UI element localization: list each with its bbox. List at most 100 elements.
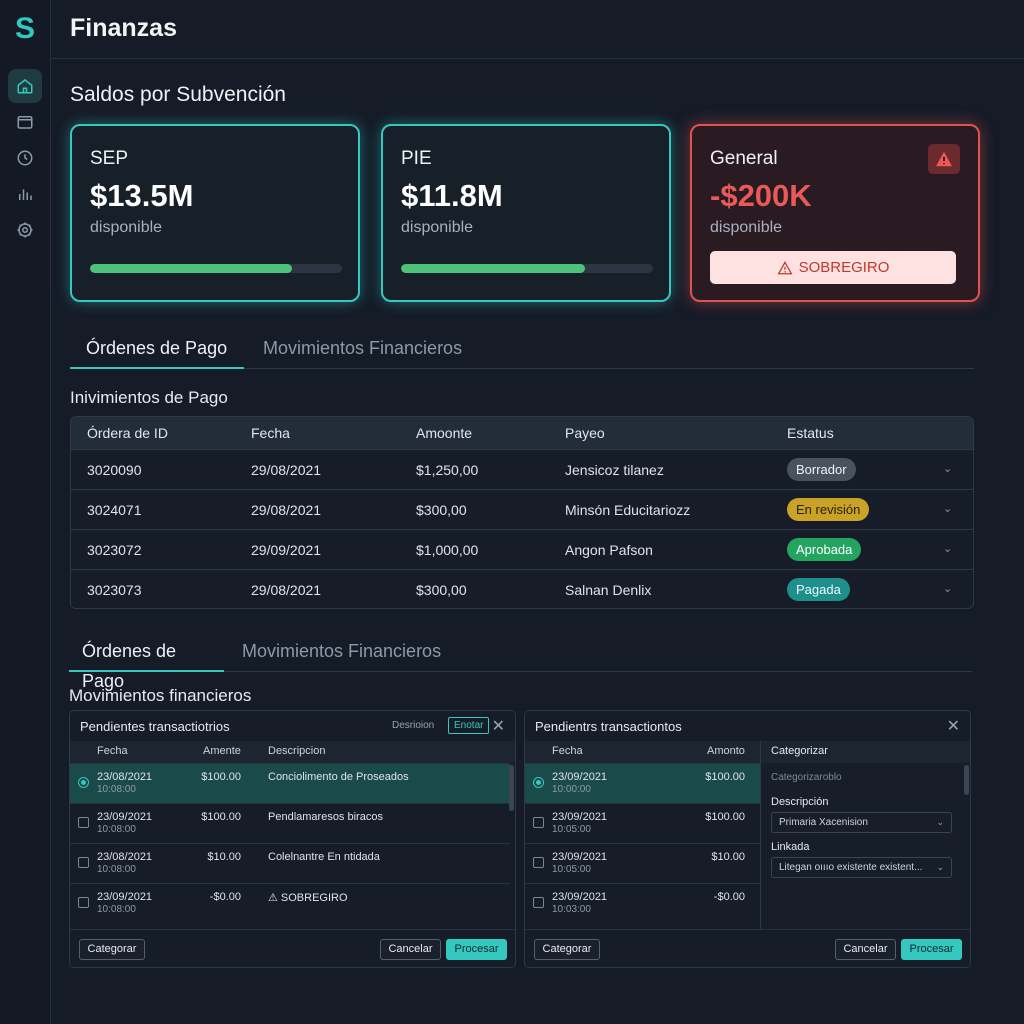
chevron-down-icon[interactable]: ⌄	[943, 463, 953, 475]
balance-card-general[interactable]: General -$200K disponible SOBREGIRO	[690, 124, 980, 302]
tx-amount: $100.00	[201, 771, 241, 783]
nav-wallet[interactable]	[8, 105, 42, 139]
warning-icon	[928, 144, 960, 174]
description-label: Descripción	[771, 796, 829, 808]
form-header: Categorizar	[761, 741, 970, 763]
panel-title: Pendientes transactiotrios	[80, 719, 230, 734]
row-checkbox[interactable]	[78, 857, 89, 868]
status-badge: Aprobada	[787, 538, 862, 561]
tx-date: 23/08/2021	[97, 771, 153, 783]
column-header[interactable]: Órdera de ID	[87, 425, 168, 441]
table-row[interactable]: 3023072 29/09/2021 $1,000,00 Angon Pafso…	[71, 529, 973, 569]
categorize-form: Categorizar Categorizaroblo Descripción …	[760, 741, 970, 929]
tabs-movements: Órdenes de Pago Movimientos Financieros	[69, 636, 972, 691]
nav-settings[interactable]	[8, 213, 42, 247]
tx-time: 10:05:00	[552, 824, 591, 835]
orders-table: Órdera de ID Fecha Amoonte Payeo Estatus…	[70, 416, 974, 609]
tx-time: 10:08:00	[97, 864, 136, 875]
chevron-down-icon[interactable]: ⌄	[943, 583, 953, 595]
tab-financial-movements[interactable]: Movimientos Financieros	[242, 641, 442, 661]
order-payee: Jensicoz tilanez	[565, 462, 664, 478]
transaction-row[interactable]: 23/09/2021 10:03:00 -$0.00	[525, 883, 760, 923]
table-row[interactable]: 3023073 29/08/2021 $300,00 Salnan Denlix…	[71, 569, 973, 608]
orders-title: Inivimientos de Pago	[70, 388, 228, 407]
row-checkbox[interactable]	[533, 857, 544, 868]
panel-footer: Categorar Cancelar Procesar	[70, 929, 515, 967]
nav-reports[interactable]	[8, 177, 42, 211]
transaction-row[interactable]: 23/09/2021 10:00:00 $100.00	[525, 763, 760, 803]
top-header: Finanzas	[51, 0, 1024, 59]
balance-card-sep[interactable]: SEP $13.5M disponible	[70, 124, 360, 302]
transaction-row[interactable]: 23/08/2021 10:08:00 $10.00 Colelnantre E…	[70, 843, 510, 883]
cancel-button[interactable]: Cancelar	[835, 939, 896, 960]
tx-time: 10:05:00	[552, 864, 591, 875]
card-subtitle: disponible	[401, 219, 474, 236]
tx-date: 23/09/2021	[97, 891, 153, 903]
gear-icon	[17, 222, 33, 238]
card-subtitle: disponible	[710, 219, 783, 236]
panel-header: Pendientes transactiotrios Desrioion Eno…	[70, 711, 515, 741]
tab-payment-orders[interactable]: Órdenes de Pago	[69, 636, 224, 691]
transaction-row[interactable]: 23/09/2021 10:08:00 -$0.00 ⚠ SOBREGIRO	[70, 883, 510, 923]
tabs-orders: Órdenes de Pago Movimientos Financieros	[70, 333, 974, 369]
link-select[interactable]: Litegan oıııo existente existent... ⌄	[771, 857, 952, 878]
categorize-button[interactable]: Categorar	[79, 939, 145, 960]
card-name: SEP	[90, 148, 129, 169]
column-header[interactable]: Amente	[203, 745, 241, 757]
chevron-down-icon[interactable]: ⌄	[943, 503, 953, 515]
table-header: Fecha Amonto	[525, 741, 760, 763]
balance-card-pie[interactable]: PIE $11.8M disponible	[381, 124, 671, 302]
tx-description: ⚠ SOBREGIRO	[268, 892, 348, 904]
row-checkbox[interactable]	[78, 897, 89, 908]
table-row[interactable]: 3024071 29/08/2021 $300,00 Minsón Educit…	[71, 489, 973, 529]
tx-amount: -$0.00	[713, 891, 745, 903]
scrollbar[interactable]	[964, 765, 969, 795]
card-subtitle: disponible	[90, 219, 163, 236]
row-checkbox[interactable]	[533, 817, 544, 828]
scrollbar[interactable]	[509, 765, 514, 811]
page-title: Finanzas	[70, 14, 177, 42]
category-field[interactable]: Categorizaroblo	[771, 772, 842, 783]
column-header[interactable]: Estatus	[787, 425, 834, 441]
link-value: Litegan oıııo existente existent...	[779, 862, 923, 873]
tx-date: 23/09/2021	[552, 811, 608, 823]
progress-bar	[90, 264, 342, 273]
panel-title: Pendientrs transactiontos	[535, 719, 682, 734]
tx-date: 23/09/2021	[552, 851, 608, 863]
process-button[interactable]: Procesar	[901, 939, 962, 960]
row-radio[interactable]	[533, 777, 544, 788]
transaction-row[interactable]: 23/09/2021 10:05:00 $10.00	[525, 843, 760, 883]
column-header[interactable]: Fecha	[552, 745, 583, 757]
row-radio[interactable]	[78, 777, 89, 788]
cancel-button[interactable]: Cancelar	[380, 939, 441, 960]
row-checkbox[interactable]	[78, 817, 89, 828]
movements-title: Movimientos financieros	[69, 686, 252, 705]
transaction-row[interactable]: 23/09/2021 10:08:00 $100.00 Pendlamareso…	[70, 803, 510, 843]
status-badge: En revisión	[787, 498, 870, 521]
chevron-down-icon[interactable]: ⌄	[943, 543, 953, 555]
tab-financial-movements[interactable]: Movimientos Financieros	[263, 338, 463, 358]
categorize-button[interactable]: Categorar	[534, 939, 600, 960]
process-button[interactable]: Procesar	[446, 939, 507, 960]
column-header[interactable]: Descripcion	[268, 745, 326, 757]
column-header[interactable]: Fecha	[251, 425, 290, 441]
close-icon[interactable]: ✕	[946, 718, 960, 735]
table-row[interactable]: 3020090 29/08/2021 $1,250,00 Jensicoz ti…	[71, 449, 973, 489]
column-header[interactable]: Payeo	[565, 425, 605, 441]
transaction-row[interactable]: 23/08/2021 10:08:00 $100.00 Concioliment…	[70, 763, 510, 803]
nav-home[interactable]	[8, 69, 42, 103]
card-amount: $13.5M	[90, 178, 194, 213]
column-header[interactable]: Amoonte	[416, 425, 473, 441]
row-checkbox[interactable]	[533, 897, 544, 908]
tab-payment-orders[interactable]: Órdenes de Pago	[70, 333, 244, 369]
filter-button[interactable]: Enotar	[448, 717, 490, 734]
nav-history[interactable]	[8, 141, 42, 175]
transaction-row[interactable]: 23/09/2021 10:05:00 $100.00	[525, 803, 760, 843]
close-icon[interactable]: ✕	[491, 718, 505, 735]
description-select[interactable]: Primaria Xacenision ⌄	[771, 812, 952, 833]
description-label: Desrioion	[392, 720, 435, 731]
sidebar: S	[0, 0, 51, 1024]
tx-description: Pendlamaresos biracos	[268, 811, 383, 823]
column-header[interactable]: Amonto	[707, 745, 745, 757]
column-header[interactable]: Fecha	[97, 745, 128, 757]
